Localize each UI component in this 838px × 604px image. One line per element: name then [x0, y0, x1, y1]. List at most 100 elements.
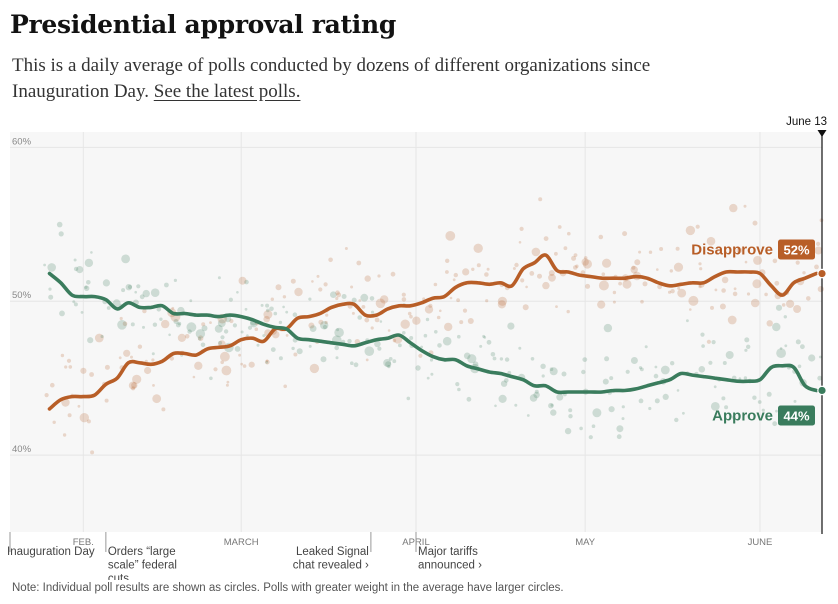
poll-dot [409, 314, 413, 319]
poll-dot [357, 315, 363, 320]
poll-dot [383, 359, 391, 367]
poll-dot [409, 336, 414, 340]
poll-dot [602, 258, 612, 268]
poll-dot [320, 321, 329, 330]
poll-dot [240, 362, 244, 366]
poll-dot [273, 311, 278, 316]
poll-dot [669, 269, 673, 273]
poll-dot [161, 407, 166, 412]
x-tick-label: JUNE [748, 537, 773, 548]
poll-dot [434, 330, 438, 334]
poll-dot [242, 364, 247, 368]
poll-dot [428, 303, 433, 308]
poll-dot [634, 259, 641, 266]
poll-dot [112, 299, 121, 308]
poll-dot [721, 288, 726, 293]
poll-dot [412, 316, 421, 325]
poll-dot [766, 320, 773, 327]
poll-dot [401, 297, 407, 302]
poll-dot [86, 419, 91, 424]
poll-dot [601, 272, 606, 276]
poll-dot [567, 231, 571, 236]
poll-dot [781, 303, 786, 307]
latest-polls-link[interactable]: See the latest polls. [153, 81, 301, 102]
poll-dot [638, 250, 642, 254]
poll-dot [84, 285, 90, 291]
poll-dot [529, 394, 538, 402]
poll-dot [537, 273, 542, 279]
poll-dot [47, 263, 56, 272]
poll-dot [525, 285, 528, 289]
poll-dot [415, 365, 421, 371]
poll-dot [324, 320, 328, 325]
poll-dot [445, 231, 456, 241]
poll-dot [377, 274, 381, 278]
poll-dot [621, 417, 625, 421]
poll-dot [795, 339, 801, 345]
poll-dot [764, 292, 768, 297]
poll-dot [263, 310, 273, 319]
event-annotation-line: scale” federal [108, 560, 177, 572]
poll-dot [682, 411, 685, 415]
poll-dot [89, 372, 94, 377]
poll-dot [121, 254, 130, 264]
poll-dot [48, 294, 54, 300]
poll-dot [198, 337, 202, 341]
disapprove-endpoint [817, 268, 827, 279]
poll-dot [555, 305, 558, 308]
poll-dot [625, 369, 630, 374]
poll-dot [344, 247, 348, 250]
poll-dot [457, 387, 461, 392]
poll-dot [136, 284, 141, 289]
poll-dot [322, 324, 328, 330]
event-annotation-line: Leaked Signal [296, 546, 369, 558]
poll-dot [130, 355, 133, 359]
poll-dot [701, 344, 705, 348]
poll-dot [420, 345, 423, 349]
poll-dot [127, 284, 133, 290]
poll-dot [486, 267, 490, 271]
poll-dot [43, 263, 46, 267]
event-annotation-line: announced › [418, 560, 482, 572]
poll-dot [234, 346, 241, 352]
poll-dot [320, 356, 327, 363]
poll-dot [504, 357, 510, 362]
poll-dot [698, 262, 702, 266]
poll-dot [347, 338, 352, 344]
chart-note: Note: Individual poll results are shown … [12, 582, 564, 594]
poll-dot [529, 271, 535, 276]
poll-dot [171, 306, 175, 310]
approve-value-badge [778, 405, 815, 426]
poll-dot [221, 365, 232, 376]
poll-dot [265, 303, 270, 308]
disapprove-value-text: 52% [783, 243, 809, 258]
poll-dot [721, 396, 726, 401]
poll-dot [335, 296, 339, 301]
poll-dot [757, 400, 762, 404]
poll-dot [657, 284, 662, 290]
poll-dot [308, 322, 315, 329]
poll-dot [125, 284, 132, 291]
poll-dot [218, 340, 223, 345]
poll-dot [806, 296, 811, 301]
poll-dot [169, 356, 174, 361]
poll-dot [814, 246, 823, 255]
poll-dot [550, 409, 557, 416]
poll-dot [520, 278, 525, 283]
poll-dot [772, 258, 778, 264]
poll-dot [358, 299, 362, 302]
poll-dot [817, 375, 823, 381]
poll-dot [79, 413, 90, 423]
poll-dot [244, 279, 249, 285]
poll-dot [364, 346, 375, 356]
poll-dot [293, 352, 298, 357]
poll-dot [64, 365, 68, 369]
x-tick-label: MARCH [224, 537, 259, 548]
poll-dot [73, 302, 78, 307]
poll-dot [563, 246, 568, 251]
poll-dot [444, 322, 453, 332]
poll-dot [430, 372, 434, 376]
poll-dot [500, 380, 508, 387]
poll-dot [514, 262, 519, 268]
poll-dot [364, 275, 371, 282]
